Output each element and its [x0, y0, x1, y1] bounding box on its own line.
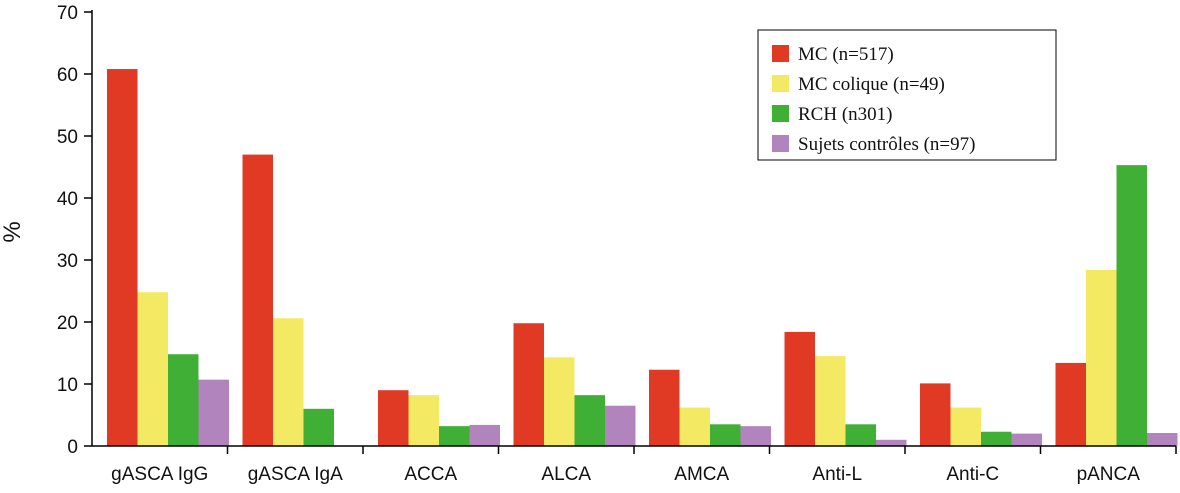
legend-swatch: [772, 135, 789, 152]
bar: [469, 424, 500, 446]
bar: [1116, 165, 1147, 446]
bar: [574, 395, 605, 446]
bar: [876, 439, 907, 446]
bar: [605, 405, 636, 446]
y-axis-title: %: [0, 221, 26, 242]
bar: [649, 369, 680, 446]
bar: [1055, 362, 1086, 446]
legend-label: MC colique (n=49): [798, 74, 945, 95]
bar: [439, 426, 470, 446]
bar: [920, 383, 951, 446]
bar: [168, 354, 199, 446]
bar: [740, 426, 771, 446]
legend-label: MC (n=517): [798, 44, 894, 65]
bar: [981, 431, 1012, 446]
bar: [107, 69, 138, 446]
bar: [137, 292, 168, 446]
bar: [1086, 269, 1117, 446]
legend-swatch: [772, 75, 789, 92]
bar: [242, 154, 273, 446]
y-tick-label: 60: [57, 65, 78, 86]
bar: [544, 357, 575, 446]
bar: [679, 407, 710, 446]
y-tick-label: 40: [57, 189, 78, 210]
bar: [710, 424, 741, 446]
bar: [950, 407, 981, 446]
y-tick-label: 0: [67, 437, 78, 458]
x-category-label: ALCA: [541, 464, 591, 485]
x-category-label: ACCA: [404, 464, 457, 485]
bars-group: [107, 69, 1178, 446]
legend-swatch: [772, 105, 789, 122]
y-tick-label: 50: [57, 127, 78, 148]
x-category-label: gASCA IgG: [111, 464, 208, 485]
bar: [784, 331, 815, 446]
bar: [303, 408, 334, 446]
axes-group: 0 10 20 30 40 50 60 70 gASCA IgG gASCA IgA ACCA ALC…: [57, 3, 1177, 485]
y-tick-label: 20: [57, 313, 78, 334]
x-category-label: Anti-L: [812, 464, 862, 485]
legend-swatch: [772, 45, 789, 62]
bar: [513, 323, 544, 446]
x-category-label: AMCA: [674, 464, 729, 485]
bar: [1147, 432, 1178, 446]
y-tick-label: 30: [57, 251, 78, 272]
y-tick-label: 70: [57, 3, 78, 24]
bar: [273, 318, 304, 446]
legend-label: RCH (n301): [798, 104, 892, 125]
bar: [815, 356, 846, 446]
bar: [408, 395, 439, 446]
bar: [1011, 433, 1042, 446]
y-tick-label: 10: [57, 375, 78, 396]
legend: MC (n=517) MC colique (n=49) RCH (n301) Suj…: [757, 29, 1057, 161]
legend-label: Sujets contrôles (n=97): [798, 134, 975, 155]
x-category-label: Anti-C: [946, 464, 999, 485]
x-category-label: gASCA IgA: [248, 464, 343, 485]
bar: [198, 379, 229, 446]
bar: [378, 390, 409, 446]
bar: [845, 424, 876, 446]
x-category-label: pANCA: [1077, 464, 1141, 485]
legend-box: [757, 29, 1057, 161]
